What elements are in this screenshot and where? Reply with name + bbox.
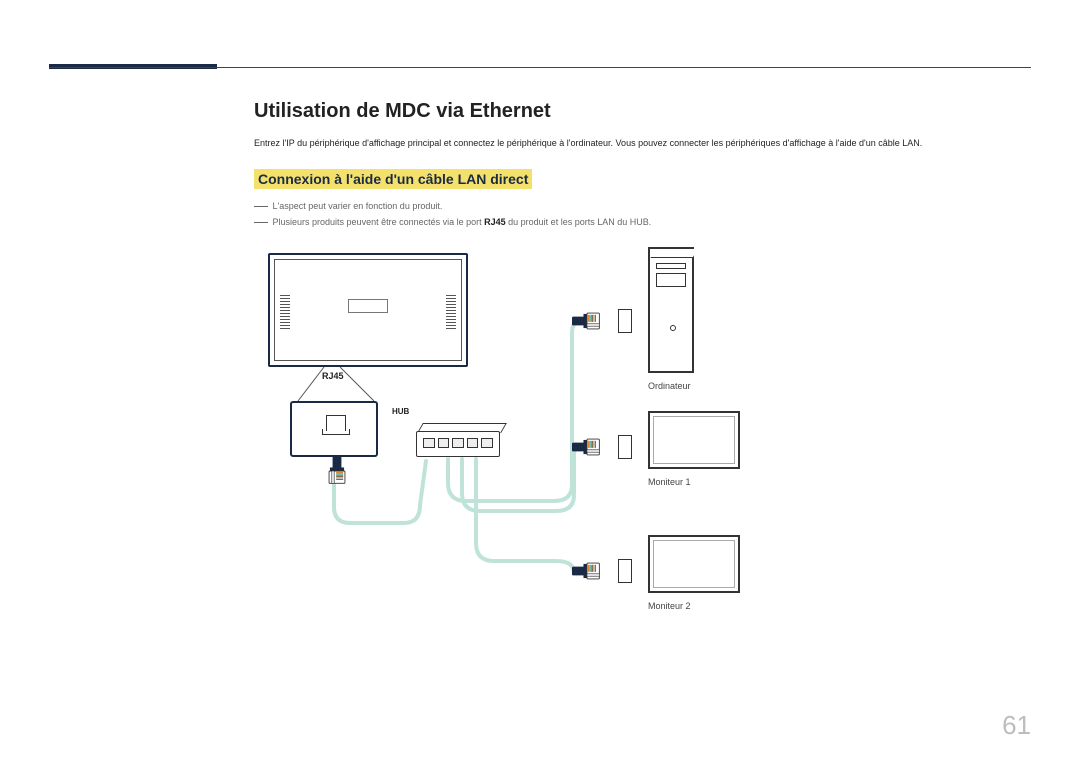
note-line-1: L'aspect peut varier en fonction du prod… bbox=[254, 199, 1031, 213]
note-dash-icon bbox=[254, 206, 268, 207]
hub-label: HUB bbox=[392, 407, 409, 416]
connection-diagram: RJ45 HUB Ordinateur Moniteur 1 Moniteur … bbox=[254, 241, 954, 661]
nic-slot-computer bbox=[618, 309, 632, 333]
section-subheading: Connexion à l'aide d'un câble LAN direct bbox=[254, 169, 532, 189]
note-1-text: L'aspect peut varier en fonction du prod… bbox=[273, 201, 443, 211]
network-hub bbox=[416, 431, 500, 457]
note-dash-icon bbox=[254, 222, 268, 223]
hub-port-row bbox=[423, 438, 493, 448]
display-rear-panel bbox=[268, 253, 468, 367]
monitor-2-label: Moniteur 2 bbox=[648, 601, 691, 611]
header-rule bbox=[49, 67, 1031, 68]
note-2-post: du produit et les ports LAN du HUB. bbox=[506, 217, 652, 227]
rj45-main-label: RJ45 bbox=[322, 371, 344, 381]
rj45-port-zoom bbox=[290, 401, 378, 457]
note-2-bold: RJ45 bbox=[484, 217, 506, 227]
page-number: 61 bbox=[1002, 710, 1031, 741]
nic-slot-monitor-1 bbox=[618, 435, 632, 459]
rj45-plug-monitor-2 bbox=[572, 559, 602, 583]
computer-tower bbox=[648, 247, 694, 373]
monitor-2 bbox=[648, 535, 740, 593]
monitor-1 bbox=[648, 411, 740, 469]
note-line-2: Plusieurs produits peuvent être connecté… bbox=[254, 215, 1031, 229]
intro-paragraph: Entrez l'IP du périphérique d'affichage … bbox=[254, 137, 1031, 151]
computer-label: Ordinateur bbox=[648, 381, 691, 391]
page-title: Utilisation de MDC via Ethernet bbox=[254, 100, 1031, 123]
rj45-plug-monitor-1 bbox=[572, 435, 602, 459]
rj45-plug-display bbox=[325, 456, 349, 486]
note-2-pre: Plusieurs produits peuvent être connecté… bbox=[273, 217, 485, 227]
rj45-plug-computer bbox=[572, 309, 602, 333]
monitor-1-label: Moniteur 1 bbox=[648, 477, 691, 487]
page-content: Utilisation de MDC via Ethernet Entrez l… bbox=[254, 100, 1031, 661]
nic-slot-monitor-2 bbox=[618, 559, 632, 583]
